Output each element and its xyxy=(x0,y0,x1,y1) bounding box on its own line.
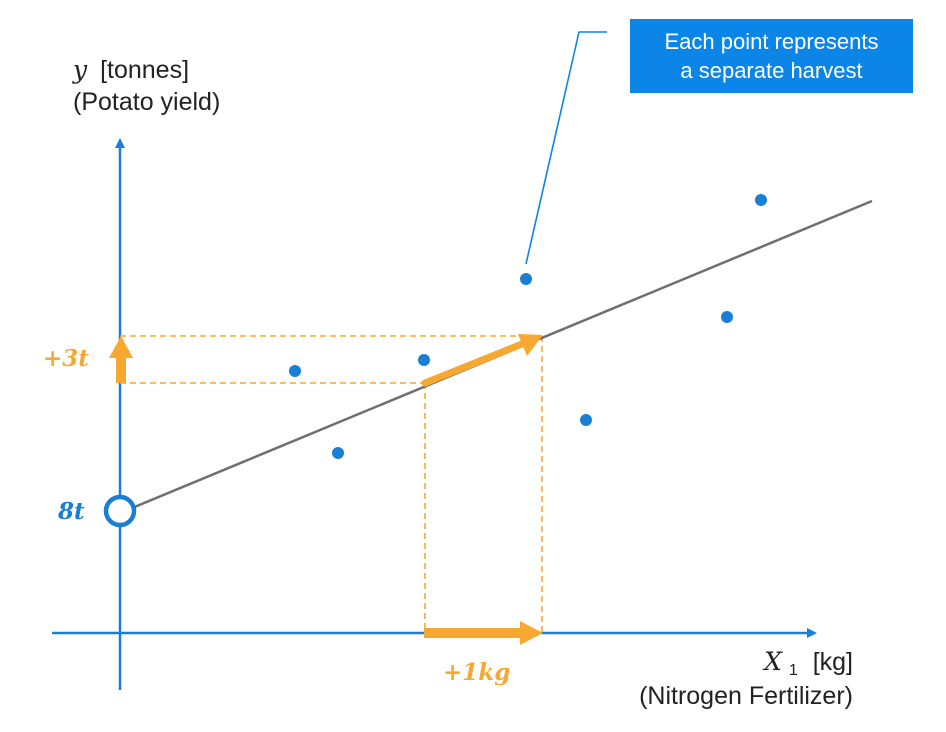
callout-leader-line xyxy=(525,31,607,265)
data-point xyxy=(289,365,301,377)
x-axis-title-line2: (Nitrogen Fertilizer) xyxy=(639,682,853,710)
callout-box xyxy=(630,19,913,93)
data-point xyxy=(418,354,430,366)
y-axis-title-line2: (Potato yield) xyxy=(73,88,220,116)
data-point xyxy=(721,311,733,323)
y-axis-title-line1: y [tonnes] xyxy=(72,55,189,84)
slope-arrow-icon xyxy=(421,334,543,387)
callout-line1: Each point represents xyxy=(664,29,879,54)
right-arrow-icon xyxy=(424,621,543,645)
delta-y-label: +3t xyxy=(43,345,89,372)
y-axis-unit: [tonnes] xyxy=(100,56,189,84)
x-axis-symbol: X xyxy=(762,647,783,676)
data-point xyxy=(520,273,532,285)
up-arrow-icon xyxy=(109,336,133,383)
x-axis-subscript: 1 xyxy=(789,662,798,679)
delta-x-label: +1kg xyxy=(443,659,510,686)
dashed-guides xyxy=(120,335,543,633)
x-axis-unit: [kg] xyxy=(813,648,853,676)
callout-line2: a separate harvest xyxy=(680,58,863,83)
y-axis-symbol: y xyxy=(72,55,88,84)
intercept-circle-icon xyxy=(103,494,137,528)
intercept-label: 8t xyxy=(57,498,85,525)
callout: Each point represents a separate harvest xyxy=(630,19,913,93)
data-point xyxy=(580,414,592,426)
x-axis-title-line1: X 1 [kg] xyxy=(762,647,853,681)
data-points xyxy=(289,194,767,459)
data-point xyxy=(332,447,344,459)
data-point xyxy=(755,194,767,206)
